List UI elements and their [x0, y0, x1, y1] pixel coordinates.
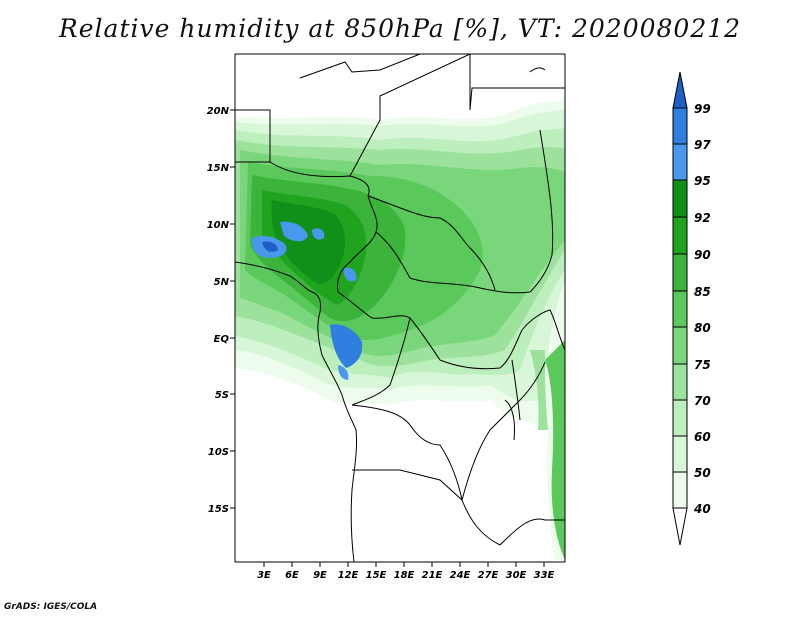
colorbar-label: 99 — [694, 102, 711, 116]
lon-label: 24E — [450, 570, 471, 581]
colorbar-segment — [672, 179, 688, 218]
colorbar-label: 95 — [694, 174, 711, 188]
border-line — [299, 54, 421, 79]
border-line — [529, 129, 554, 293]
humidity-band-95 — [343, 267, 357, 282]
border-line — [351, 404, 501, 546]
lon-label: 6E — [285, 570, 299, 581]
colorbar-segment — [672, 399, 688, 437]
lat-label: 15S — [208, 504, 229, 515]
colorbar-label: 70 — [694, 394, 711, 408]
lat-label: 10S — [208, 447, 229, 458]
colorbar-segment — [672, 216, 688, 255]
colorbar-label: 80 — [694, 321, 711, 335]
colorbar-label: 92 — [694, 211, 711, 225]
humidity-band-95 — [280, 221, 308, 242]
lon-label: 33E — [534, 570, 555, 581]
colorbar-segment — [672, 363, 688, 401]
border-line — [367, 195, 496, 291]
border-line — [375, 231, 531, 294]
border-line — [352, 469, 463, 501]
border-line — [521, 309, 565, 351]
coastline — [235, 261, 357, 562]
humidity-band-95 — [338, 365, 349, 380]
colorbar-segment — [672, 107, 688, 145]
colorbar-label: 97 — [694, 138, 711, 152]
colorbar-segment — [672, 326, 688, 365]
lat-label: 5S — [215, 390, 229, 401]
colorbar-bottom-arrow — [672, 507, 688, 546]
humidity-field — [235, 98, 565, 560]
lon-label: 21E — [422, 570, 443, 581]
humidity-band-92 — [271, 200, 346, 285]
colorbar-label: 40 — [693, 502, 711, 516]
lon-label: 9E — [313, 570, 327, 581]
lat-label: 10N — [207, 220, 230, 231]
lon-label: 15E — [366, 570, 387, 581]
border-line — [349, 54, 471, 177]
lake-outline — [529, 67, 546, 73]
colorbar-segment — [672, 143, 688, 181]
colorbar-label: 75 — [694, 358, 711, 372]
lat-label: 15N — [207, 163, 230, 174]
humidity-band-80 — [545, 340, 565, 560]
border-line — [499, 518, 565, 546]
border-line — [409, 317, 523, 370]
border-line — [504, 399, 515, 441]
country-borders — [235, 54, 565, 562]
humidity-band-95 — [312, 228, 325, 240]
humidity-band-97 — [330, 324, 363, 368]
border-line — [269, 161, 378, 293]
lon-label: 27E — [478, 570, 499, 581]
colorbar-segment — [672, 253, 688, 292]
lat-label: EQ — [214, 334, 230, 345]
map-frame — [234, 53, 566, 563]
lat-label: 20N — [207, 106, 230, 117]
latitude-axis: 20N 15N 10N 5N EQ 5S 10S 15S — [207, 106, 235, 515]
border-line — [511, 359, 521, 421]
map-title: Relative humidity at 850hPa [%], VT: 202… — [58, 14, 742, 43]
colorbar-label: 60 — [694, 430, 711, 444]
colorbar-top-arrow — [672, 71, 688, 109]
lon-label: 18E — [394, 570, 415, 581]
border-line — [461, 361, 546, 501]
lon-label: 12E — [338, 570, 359, 581]
lat-label: 5N — [214, 277, 230, 288]
humidity-band-99 — [262, 241, 278, 252]
lon-label: 30E — [506, 570, 527, 581]
colorbar-segment — [672, 435, 688, 473]
colorbar: 99 97 95 92 90 85 80 75 70 60 50 40 — [672, 71, 711, 546]
lon-label: 3E — [257, 570, 271, 581]
credit-text: GrADS: IGES/COLA — [4, 602, 98, 612]
colorbar-label: 50 — [694, 466, 711, 480]
colorbar-segment — [672, 471, 688, 509]
colorbar-label: 85 — [694, 285, 711, 299]
colorbar-label: 90 — [694, 248, 711, 262]
longitude-axis: 3E 6E 9E 12E 15E 18E 21E 24E 27E 30E 33E — [257, 562, 555, 581]
colorbar-segment — [672, 290, 688, 328]
border-line — [469, 54, 565, 111]
border-line — [235, 109, 271, 163]
humidity-band-70 — [530, 350, 548, 430]
